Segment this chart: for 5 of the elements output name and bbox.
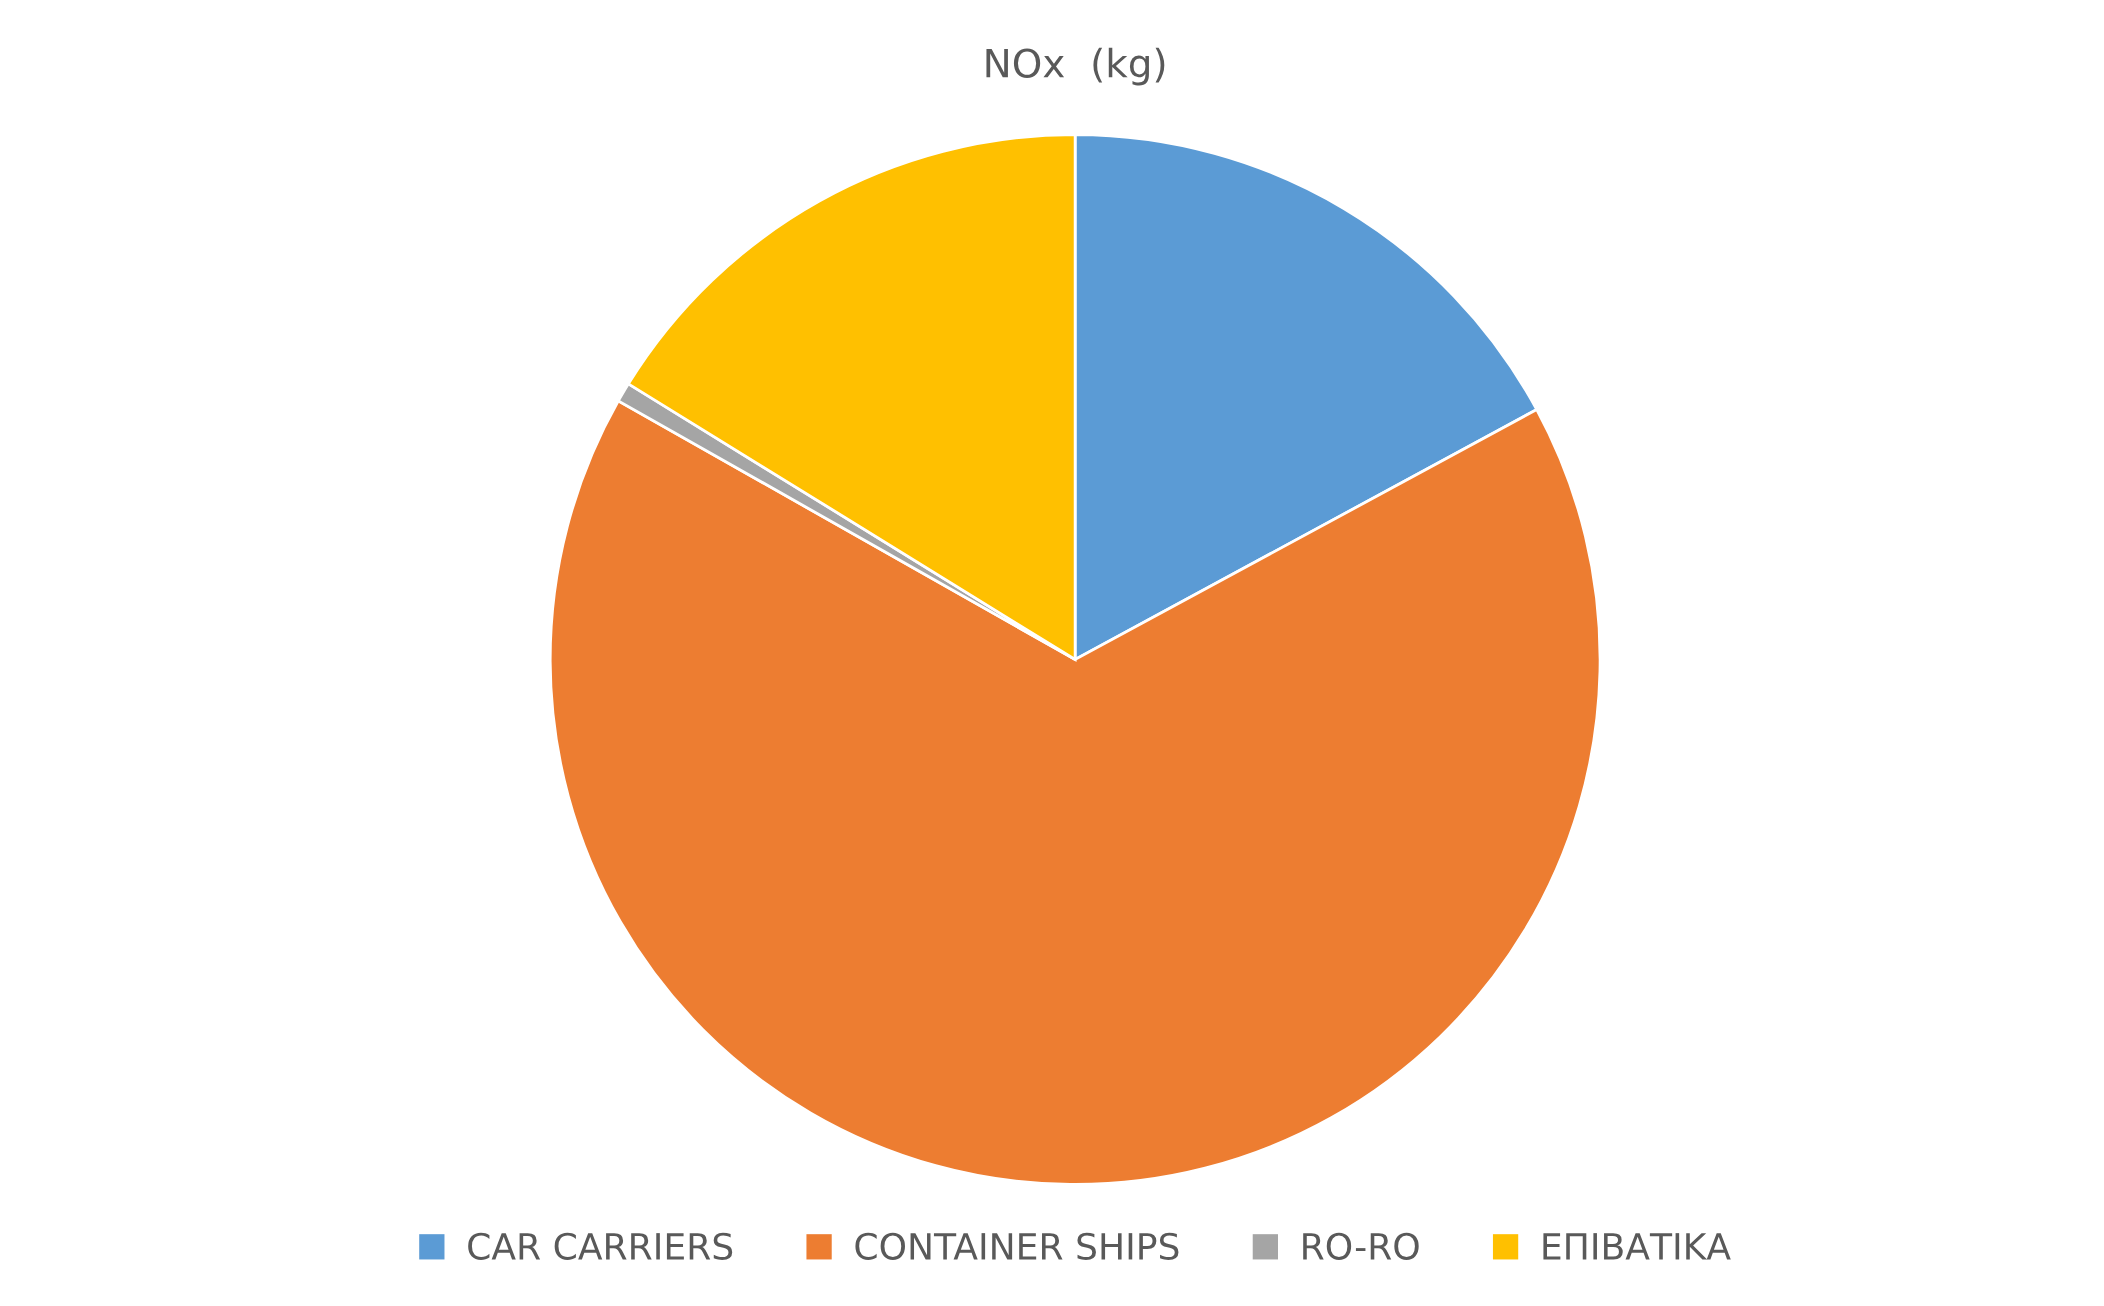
legend-label: CONTAINER SHIPS (855, 1232, 1179, 1260)
legend-label: ΕΠΙΒΑΤΙΚΑ (1543, 1233, 1731, 1260)
legend-label: RO-RO (1303, 1232, 1419, 1260)
legend-label: CAR CARRIERS (468, 1232, 733, 1260)
chart-title: NOx (kg) (986, 47, 1165, 86)
